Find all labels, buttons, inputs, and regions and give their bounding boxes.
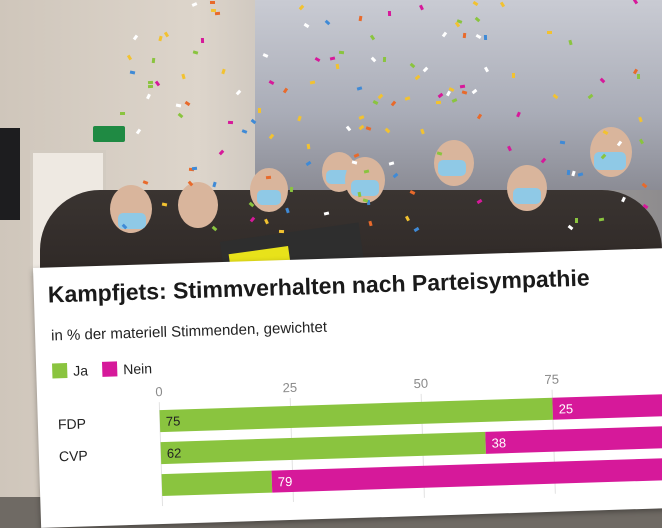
confetti-piece — [265, 175, 272, 180]
bar-ja — [160, 431, 486, 465]
confetti-piece — [462, 32, 467, 39]
confetti-piece — [547, 31, 552, 34]
confetti-piece — [483, 34, 488, 41]
confetti-piece — [257, 107, 262, 114]
face-mask — [351, 180, 379, 196]
bar-ja — [159, 397, 554, 433]
confetti-piece — [191, 166, 198, 171]
legend-item-ja: Ja — [52, 362, 88, 379]
confetti-piece — [382, 56, 387, 63]
confetti-piece — [210, 8, 217, 13]
legend-swatch-ja — [52, 362, 68, 379]
confetti-piece — [214, 11, 221, 16]
legend-label-nein: Nein — [122, 360, 153, 378]
confetti-piece — [227, 120, 234, 125]
confetti-piece — [559, 140, 566, 145]
face-mask — [257, 190, 281, 205]
x-tick-label: 0 — [155, 384, 163, 399]
confetti-piece — [387, 10, 392, 17]
face-mask — [438, 160, 466, 176]
confetti-piece — [338, 50, 345, 55]
confetti-piece — [335, 63, 340, 70]
x-tick-label: 25 — [282, 380, 297, 395]
confetti-piece — [306, 143, 311, 150]
bar-nein — [271, 457, 662, 493]
face-mask — [326, 170, 350, 184]
data-label: 38 — [491, 435, 506, 450]
legend-label-ja: Ja — [72, 362, 89, 379]
bar-nein — [552, 393, 662, 420]
chart-subtitle: in % der materiell Stimmenden, gewichtet — [50, 318, 328, 345]
confetti-piece — [151, 57, 156, 64]
confetti-piece — [636, 73, 641, 80]
confetti-piece — [511, 72, 516, 79]
face-mask — [594, 152, 626, 170]
confetti-piece — [209, 0, 216, 5]
face-mask — [513, 188, 541, 204]
exit-sign — [93, 126, 125, 142]
x-tick-label: 50 — [413, 376, 428, 391]
bar-ja — [161, 470, 273, 497]
legend-swatch-nein — [101, 361, 118, 377]
confetti-piece — [575, 218, 578, 223]
bar-nein — [485, 425, 662, 454]
confetti-piece — [147, 80, 154, 85]
confetti-piece — [147, 84, 154, 89]
confetti-piece — [566, 169, 571, 176]
confetti-piece — [289, 186, 294, 193]
data-label: 25 — [558, 401, 573, 416]
confetti-piece — [119, 111, 126, 116]
chart-card: Kampfjets: Stimmverhalten nach Parteisym… — [33, 247, 662, 528]
x-tick-label: 75 — [544, 372, 559, 387]
data-label: 75 — [166, 413, 181, 428]
legend-item-nein: Nein — [101, 360, 153, 378]
data-label: 62 — [167, 445, 182, 460]
confetti-piece — [278, 229, 285, 234]
confetti-piece — [200, 37, 205, 44]
person-head — [178, 182, 218, 228]
speaker — [0, 128, 20, 220]
category-label: CVP — [59, 447, 88, 464]
data-label: 79 — [278, 474, 293, 489]
chart-title: Kampfjets: Stimmverhalten nach Parteisym… — [47, 264, 590, 308]
confetti-piece — [435, 100, 442, 105]
stacked-bar-chart: 0255075100FDPCVP7525623879 — [58, 372, 662, 507]
category-label: FDP — [58, 415, 86, 432]
